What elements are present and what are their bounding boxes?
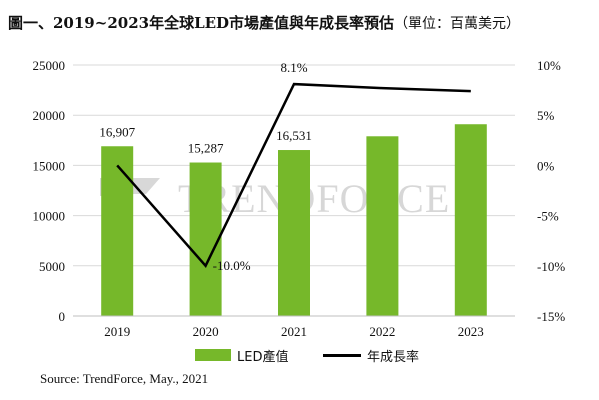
- bar: [101, 146, 134, 316]
- y-left-tick-label: 25000: [33, 58, 66, 73]
- chart-title-text: 圖一、2019~2023年全球LED市場產值與年成長率預估: [8, 14, 395, 32]
- bar-data-label: 15,287: [188, 141, 224, 156]
- bar: [189, 162, 222, 316]
- bar-data-label: 16,907: [99, 124, 135, 139]
- y-left-tick-label: 20000: [33, 108, 66, 123]
- y-left-tick-label: 10000: [33, 209, 66, 224]
- legend-bar-label: LED產值: [237, 349, 289, 365]
- axes: 0 5000 10000 15000 20000 25000 -15% -10% -5% 0% 5%…: [33, 58, 566, 339]
- x-tick-label: 2020: [193, 324, 219, 339]
- y-right-tick-label: -15%: [537, 309, 565, 324]
- legend-item-line: 年成長率: [323, 345, 419, 365]
- source-note: Source: TrendForce, May., 2021: [40, 371, 209, 386]
- y-left-tick-label: 0: [59, 309, 66, 324]
- bar-series: [101, 124, 487, 317]
- y-right-tick-label: -5%: [537, 209, 559, 224]
- legend-line-swatch: [323, 353, 361, 357]
- y-right-tick-label: -10%: [537, 259, 565, 274]
- x-tick-label: 2019: [104, 324, 130, 339]
- legend-item-bar: LED產值: [195, 345, 288, 365]
- bar-data-label: 16,531: [276, 128, 312, 143]
- bar: [366, 136, 399, 316]
- x-tick-label: 2023: [458, 324, 484, 339]
- y-left-tick-label: 15000: [33, 158, 66, 173]
- x-tick-label: 2021: [281, 324, 307, 339]
- bar: [278, 150, 310, 316]
- line-data-label: -10.0%: [213, 258, 251, 273]
- watermark-text: TRENDFORCE: [178, 176, 450, 221]
- x-tick-label: 2022: [369, 324, 395, 339]
- y-left-tick-label: 5000: [39, 259, 65, 274]
- line-series: [116, 82, 471, 269]
- line-data-label: 8.1%: [280, 60, 307, 75]
- y-right-tick-label: 10%: [537, 58, 561, 73]
- legend: LED產值 年成長率: [0, 345, 599, 365]
- chart-title: 圖一、2019~2023年全球LED市場產值與年成長率預估（單位：百萬美元）: [8, 12, 598, 33]
- bar: [454, 124, 487, 317]
- legend-bar-swatch: [195, 349, 231, 361]
- y-right-tick-label: 5%: [537, 108, 555, 123]
- y-right-tick-label: 0%: [537, 158, 555, 173]
- legend-line-label: 年成長率: [367, 349, 420, 365]
- unit-note: （單位：百萬美元）: [394, 16, 521, 32]
- data-labels: 16,907 15,287 16,531 -10.0% 8.1%: [99, 60, 312, 273]
